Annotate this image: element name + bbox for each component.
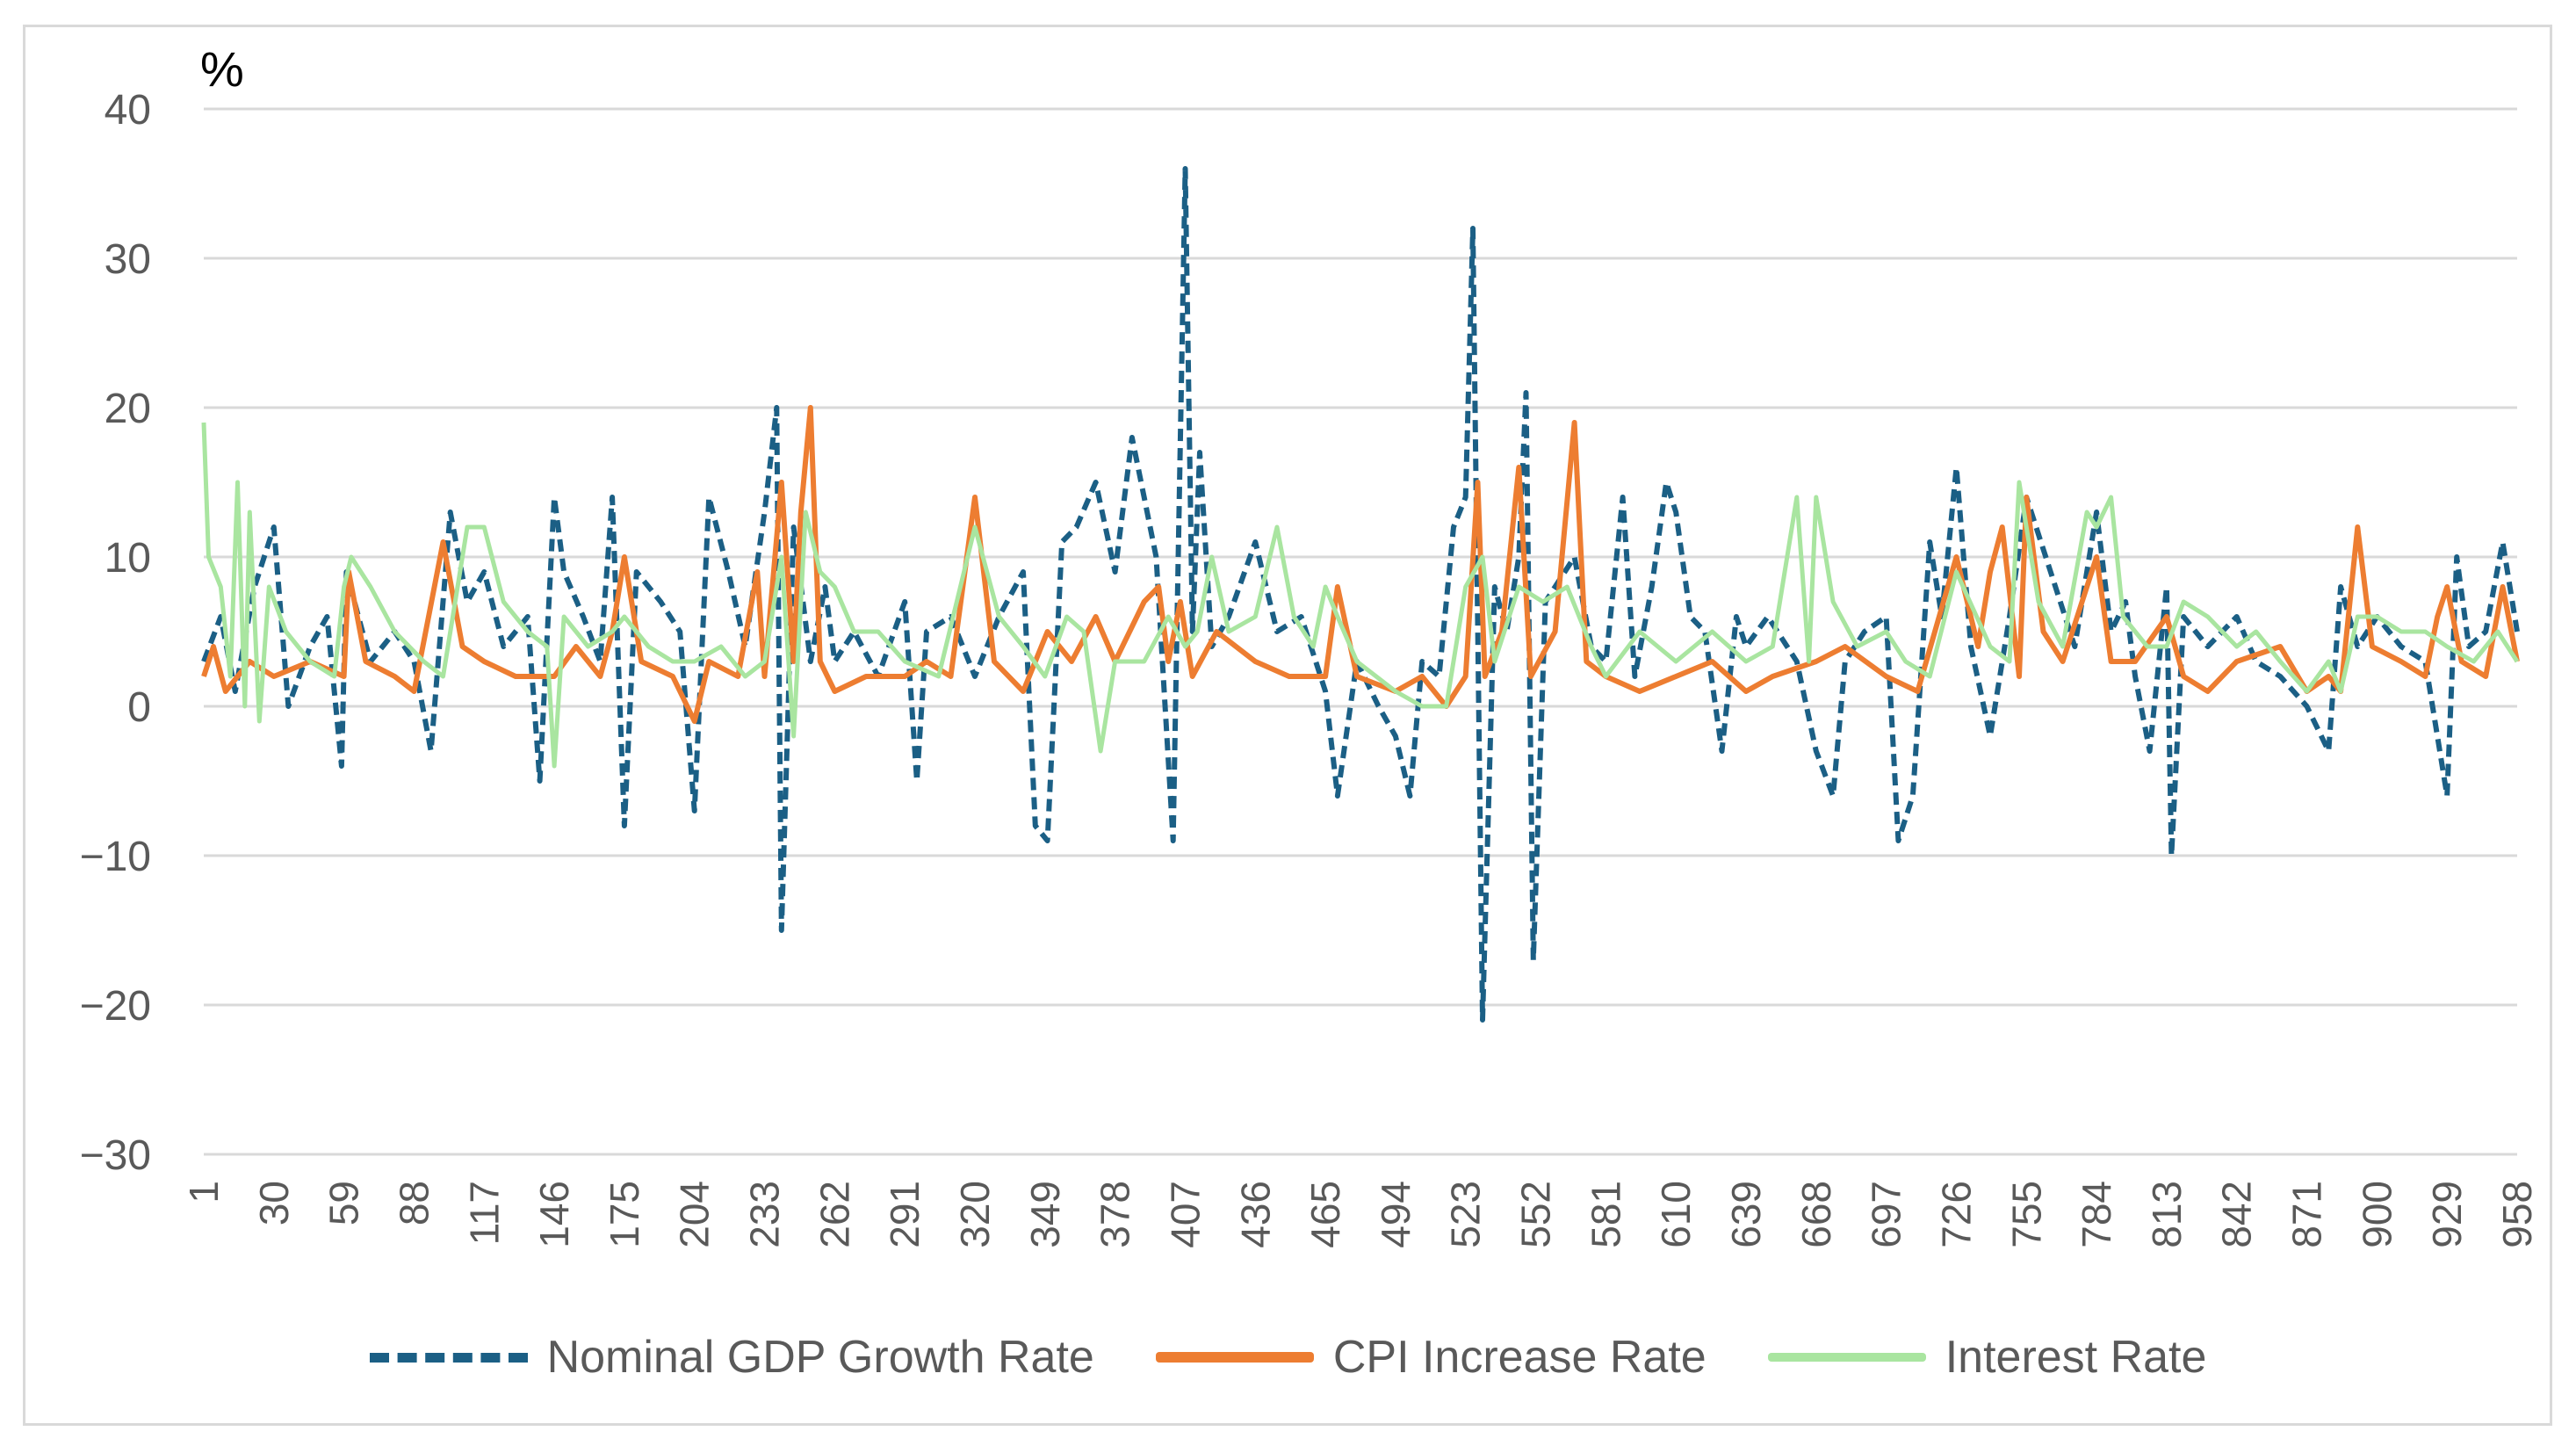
legend-item-cpi: CPI Increase Rate (1155, 1331, 1707, 1384)
x-axis-ticks: 1 30 59 88 117 146 175 204 233 262 291 320 349 378 407… (181, 1181, 2540, 1248)
x-tick-label: 958 (2494, 1181, 2540, 1248)
x-tick-label: 552 (1513, 1181, 1559, 1248)
x-tick-label: 494 (1373, 1181, 1418, 1248)
x-tick-label: 262 (812, 1181, 857, 1248)
y-tick-label: 0 (127, 684, 151, 731)
series-lines (201, 166, 2520, 1023)
x-tick-label: 813 (2144, 1181, 2190, 1248)
x-tick-label: 175 (602, 1181, 647, 1248)
x-tick-label: 523 (1443, 1181, 1489, 1248)
x-tick-label: 117 (461, 1181, 507, 1245)
x-tick-label: 871 (2284, 1181, 2330, 1248)
x-tick-label: 610 (1653, 1181, 1699, 1248)
legend-swatch-line-icon (1155, 1352, 1314, 1363)
legend-swatch-dashed-line-icon (369, 1352, 528, 1363)
legend-item-interest: Interest Rate (1767, 1331, 2207, 1384)
y-tick-label: 20 (105, 386, 151, 432)
legend-swatch-line-icon (1767, 1353, 1926, 1362)
x-tick-label: 581 (1583, 1181, 1628, 1248)
y-tick-label: −30 (80, 1132, 151, 1179)
x-tick-label: 639 (1723, 1181, 1769, 1248)
y-tick-label: −10 (80, 834, 151, 880)
x-tick-label: 668 (1793, 1181, 1839, 1248)
x-tick-label: 30 (251, 1181, 297, 1225)
y-axis-ticks: 40 30 20 10 0 −10 −20 −30 (80, 87, 151, 1179)
x-tick-label: 291 (882, 1181, 927, 1248)
x-tick-label: 88 (391, 1181, 437, 1225)
x-tick-label: 842 (2214, 1181, 2260, 1248)
x-tick-label: 349 (1022, 1181, 1068, 1248)
legend: Nominal GDP Growth Rate CPI Increase Rat… (0, 1318, 2576, 1397)
legend-label-interest: Interest Rate (1945, 1332, 2207, 1383)
y-tick-label: 40 (105, 87, 151, 134)
series-line-cpi-increase-rate (201, 405, 2520, 724)
x-tick-label: 436 (1232, 1181, 1278, 1248)
x-tick-label: 755 (2003, 1181, 2049, 1248)
legend-item-gdp: Nominal GDP Growth Rate (369, 1331, 1094, 1384)
gridlines (204, 107, 2517, 1156)
legend-label-gdp: Nominal GDP Growth Rate (546, 1332, 1094, 1383)
x-tick-label: 465 (1302, 1181, 1348, 1248)
x-tick-label: 378 (1093, 1181, 1138, 1248)
x-tick-label: 726 (1933, 1181, 1979, 1248)
x-tick-label: 59 (321, 1181, 367, 1225)
x-tick-label: 204 (672, 1181, 718, 1248)
y-axis-unit-label: % (200, 41, 244, 97)
x-tick-label: 784 (2074, 1181, 2119, 1248)
y-tick-label: 10 (105, 535, 151, 582)
x-tick-label: 146 (531, 1181, 577, 1248)
x-tick-label: 697 (1864, 1181, 1909, 1248)
x-tick-label: 929 (2424, 1181, 2470, 1248)
y-tick-label: 30 (105, 236, 151, 283)
x-tick-label: 407 (1162, 1181, 1208, 1248)
series-line-nominal-gdp-growth-rate (201, 166, 2520, 1023)
series-line-interest-rate (201, 422, 2520, 769)
y-tick-label: −20 (80, 983, 151, 1030)
x-tick-label: 320 (952, 1181, 998, 1248)
legend-label-cpi: CPI Increase Rate (1332, 1332, 1707, 1383)
x-tick-label: 900 (2354, 1181, 2399, 1248)
x-tick-label: 233 (742, 1181, 788, 1248)
x-tick-label: 1 (181, 1181, 227, 1204)
